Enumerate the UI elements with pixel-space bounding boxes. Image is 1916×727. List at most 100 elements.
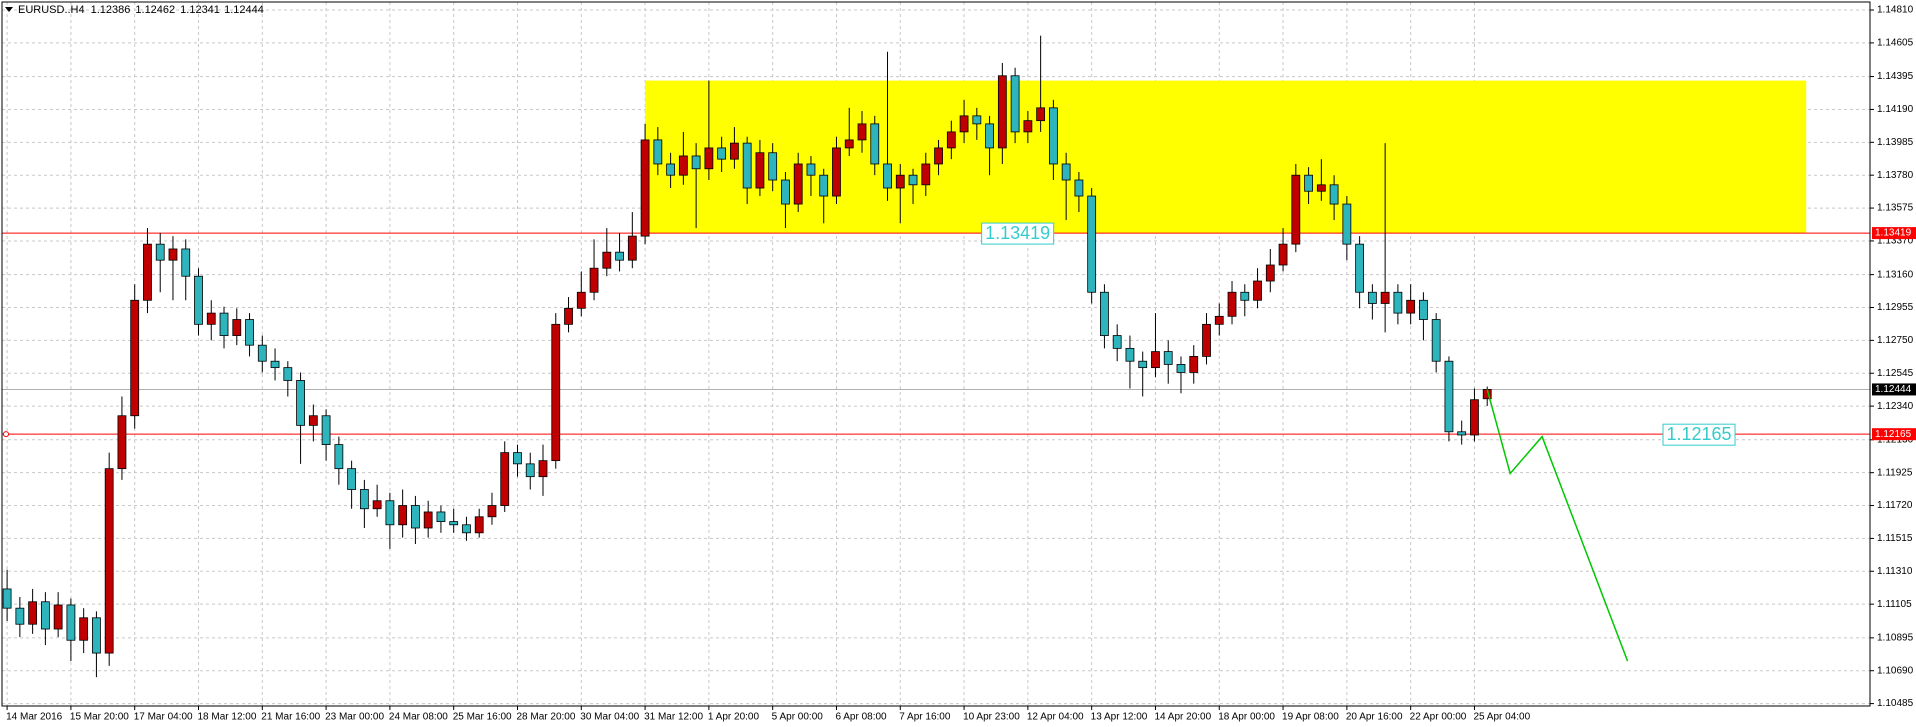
header-icon [5,7,13,12]
candle-body [2,588,12,609]
candle-body [729,142,739,160]
candle-body [92,617,101,654]
y-tick-label: 1.12750 [1877,335,1914,346]
candle-body [232,319,242,336]
candle-body [411,505,420,529]
axis-tag [1872,383,1916,396]
candle-body [449,521,459,526]
candle-body [538,460,548,478]
candle-body [666,163,676,176]
candle-body [1138,360,1148,369]
candle-body [615,251,624,261]
plot-frame [1,1,1871,707]
candle-body [1214,315,1224,325]
candle-body [1189,356,1199,373]
candle-body [678,155,688,176]
candle-body [870,123,880,165]
candle-body [895,174,905,189]
candle-body [1010,75,1020,133]
x-tick-label: 25 Apr 04:00 [1473,712,1530,723]
x-tick-label: 5 Apr 00:00 [772,712,824,723]
x-tick-label: 18 Apr 00:00 [1218,712,1275,723]
candle-body [1406,299,1416,314]
candle-body [1329,184,1339,205]
candle-body [908,174,918,186]
y-tick-label: 1.13575 [1877,203,1914,214]
y-tick-label: 1.11310 [1877,566,1913,577]
candle-body [130,299,140,417]
candle-body [1163,351,1173,365]
candle-body [1393,291,1403,314]
candle-body [347,468,357,490]
candle-body [1265,264,1275,282]
x-tick-label: 28 Mar 20:00 [516,712,575,723]
x-tick-label: 31 Mar 12:00 [644,712,703,723]
x-tick-label: 18 Mar 12:00 [197,712,256,723]
candle-body [602,251,612,269]
candle-body [1112,335,1122,349]
candle-body [423,511,433,529]
candle-body [66,604,76,641]
x-tick-label: 21 Mar 16:00 [261,712,320,723]
candle-body [1074,179,1084,197]
candle-body [806,163,816,176]
level-label: 1.13419 [985,223,1050,243]
candle-body [1470,399,1479,436]
close: 1.12444 [224,4,264,16]
candle-body [283,367,293,381]
candle-body [462,524,471,534]
y-tick-label: 1.11925 [1877,467,1913,478]
candle-body [691,155,701,170]
y-tick-label: 1.12955 [1877,302,1914,313]
candle-body [576,291,586,309]
candle-body [143,243,152,301]
candle-body [959,115,969,133]
level-label-box [981,222,1055,245]
candle-body [755,152,765,189]
x-tick-label: 24 Mar 08:00 [389,712,448,723]
candle-body [194,275,203,325]
axis-tag [1872,428,1916,441]
candle-body [308,415,318,426]
y-tick-label: 1.12340 [1877,401,1914,412]
candle-body [946,131,956,149]
y-tick-label: 1.14605 [1877,38,1914,49]
candle-body [1061,163,1071,181]
high: 1.12462 [135,4,175,16]
y-tick-label: 1.10690 [1877,665,1914,676]
candle-body [321,415,331,446]
candle-body [296,380,305,426]
candle-body [1278,243,1288,266]
candle-body [206,312,216,325]
candle-body [1304,174,1313,192]
x-tick-label: 19 Apr 08:00 [1282,712,1339,723]
candle-body [564,307,573,325]
candle-body [589,267,599,293]
symbol: EURUSD..H4 [18,4,85,16]
candle-body [40,601,50,630]
y-tick-label: 1.13160 [1877,269,1914,280]
candle-body [436,511,446,522]
candle-body [768,152,778,181]
candle-body [627,235,637,261]
candle-body [15,607,25,625]
projection-line [1486,389,1629,662]
x-tick-label: 14 Apr 20:00 [1154,712,1211,723]
candle-body [1355,243,1365,293]
y-tick-label: 1.14395 [1877,71,1914,82]
y-tick-label: 1.13370 [1877,236,1914,247]
candle-body [219,312,229,336]
candle-body [500,452,510,506]
y-tick-label: 1.10895 [1877,632,1914,643]
candle-body [653,139,663,165]
candle-body [168,248,178,261]
candle-body [1227,291,1237,317]
x-tick-label: 15 Mar 20:00 [70,712,129,723]
y-tick-label: 1.12545 [1877,368,1914,379]
candle-body [972,115,982,125]
candle-body [155,243,165,261]
candle-body [934,147,943,165]
level-anchor [3,431,9,438]
header-text: EURUSD..H4 1.12386 1.12462 1.12341 1.12444 [18,4,264,16]
